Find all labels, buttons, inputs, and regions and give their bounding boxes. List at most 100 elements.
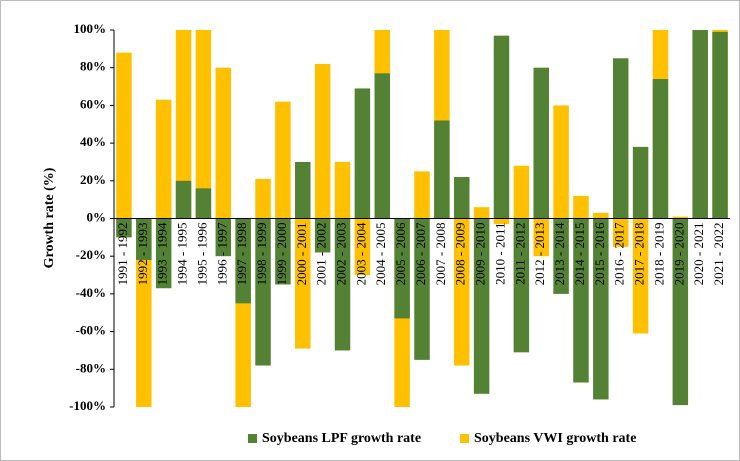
bar	[175, 30, 192, 219]
bar	[374, 73, 391, 219]
bar	[295, 161, 311, 219]
bar	[593, 218, 609, 400]
bar	[334, 218, 351, 351]
bar	[553, 105, 569, 219]
bar	[354, 218, 371, 276]
x-tick-label: 2021 - 2022	[711, 223, 726, 286]
bar	[116, 218, 132, 238]
bar	[275, 218, 291, 285]
legend-label: Soybeans VWI growth rate	[474, 431, 636, 446]
bar	[295, 218, 311, 349]
x-tick-label: 1995 - 1996	[194, 222, 209, 285]
bar	[275, 101, 291, 219]
bar	[692, 30, 708, 219]
legend-label: Soybeans LPF growth rate	[262, 431, 421, 446]
bar	[652, 79, 669, 219]
bar	[255, 218, 271, 366]
bar	[235, 218, 251, 304]
x-tick-label: 2012 - 2013	[532, 223, 547, 286]
bar	[553, 218, 569, 294]
y-tick-label: 40%	[80, 134, 106, 149]
bar	[712, 31, 728, 219]
bar	[394, 218, 410, 319]
x-tick-label: 2010 - 2011	[492, 223, 507, 285]
bar	[215, 218, 232, 257]
x-tick-label: 2001 - 2002	[314, 223, 329, 286]
bar	[473, 207, 490, 219]
bar	[155, 99, 172, 219]
bar	[414, 171, 430, 219]
x-tick-label: 1998 - 1999	[254, 223, 269, 286]
bar	[155, 218, 172, 289]
bar	[195, 30, 212, 219]
bar	[672, 216, 689, 219]
x-tick-label: 1992 - 1993	[135, 223, 150, 286]
bar	[136, 218, 152, 260]
y-tick-label: -80%	[76, 360, 106, 375]
bar	[612, 58, 629, 219]
x-tick-label: 1999 - 2000	[274, 223, 289, 286]
x-tick-label: 1997 - 1998	[234, 223, 249, 286]
x-tick-label: 2015 - 2016	[592, 222, 607, 285]
x-tick-label: 2018 - 2019	[651, 223, 666, 286]
x-tick-label: 1991 - 1992	[115, 223, 130, 286]
bar	[116, 52, 132, 219]
bar	[175, 180, 192, 219]
bar	[314, 63, 331, 219]
x-tick-label: 2007 - 2008	[433, 223, 448, 286]
legend-swatch	[460, 434, 469, 443]
y-tick-label: 100%	[74, 21, 107, 36]
x-tick-label: 2002 - 2003	[334, 223, 349, 286]
bar	[493, 218, 510, 225]
y-tick-label: 60%	[80, 96, 106, 111]
bar	[215, 67, 232, 219]
x-tick-label: 2013 - 2014	[552, 222, 567, 285]
x-tick-label: 2004 - 2005	[373, 223, 388, 286]
x-tick-label: 2014 - 2015	[572, 223, 587, 286]
bar	[513, 165, 530, 219]
bar	[672, 218, 689, 406]
bar	[255, 178, 271, 219]
y-tick-label: 20%	[80, 172, 106, 187]
bar	[136, 218, 152, 407]
y-tick-label: -40%	[76, 285, 106, 300]
bar	[453, 218, 470, 366]
bar	[573, 195, 589, 219]
y-tick-label: -60%	[76, 323, 106, 338]
y-tick-label: -100%	[69, 398, 106, 413]
bar	[334, 161, 351, 219]
bar	[632, 218, 649, 334]
bar	[632, 146, 649, 219]
y-axis-label: Growth rate (%)	[42, 167, 57, 268]
y-tick-label: 0%	[87, 209, 107, 224]
bar	[314, 218, 331, 253]
x-tick-label: 2005 - 2006	[393, 222, 408, 285]
x-tick-label: 1993 - 1994	[155, 222, 170, 285]
legend-swatch	[248, 434, 257, 443]
bar	[453, 177, 470, 219]
x-tick-label: 2020 - 2021	[691, 223, 706, 286]
bar	[533, 67, 549, 219]
x-tick-label: 2000 - 2001	[294, 223, 309, 286]
bar	[434, 120, 450, 219]
y-tick-label: 80%	[80, 59, 106, 74]
x-tick-label: 2008 - 2009	[453, 223, 468, 286]
x-tick-label: 2019 - 2020	[671, 223, 686, 286]
y-tick-label: -20%	[76, 247, 106, 262]
x-tick-label: 2006 - 2007	[413, 222, 428, 285]
x-tick-label: 2003 - 2004	[353, 222, 368, 285]
bar	[414, 218, 430, 360]
x-tick-label: 1994 - 1995	[175, 223, 190, 286]
bar	[533, 218, 549, 257]
x-tick-label: 2009 - 2010	[473, 223, 488, 286]
bar	[513, 218, 530, 353]
x-tick-label: 2017 - 2018	[632, 223, 647, 286]
x-tick-label: 2016 - 2017	[612, 222, 627, 285]
x-tick-label: 1996 - 1997	[214, 222, 229, 285]
bar	[195, 188, 212, 219]
bar	[593, 212, 609, 219]
bar	[354, 88, 371, 219]
bar	[473, 218, 490, 394]
x-tick-label: 2011 - 2012	[512, 223, 527, 285]
